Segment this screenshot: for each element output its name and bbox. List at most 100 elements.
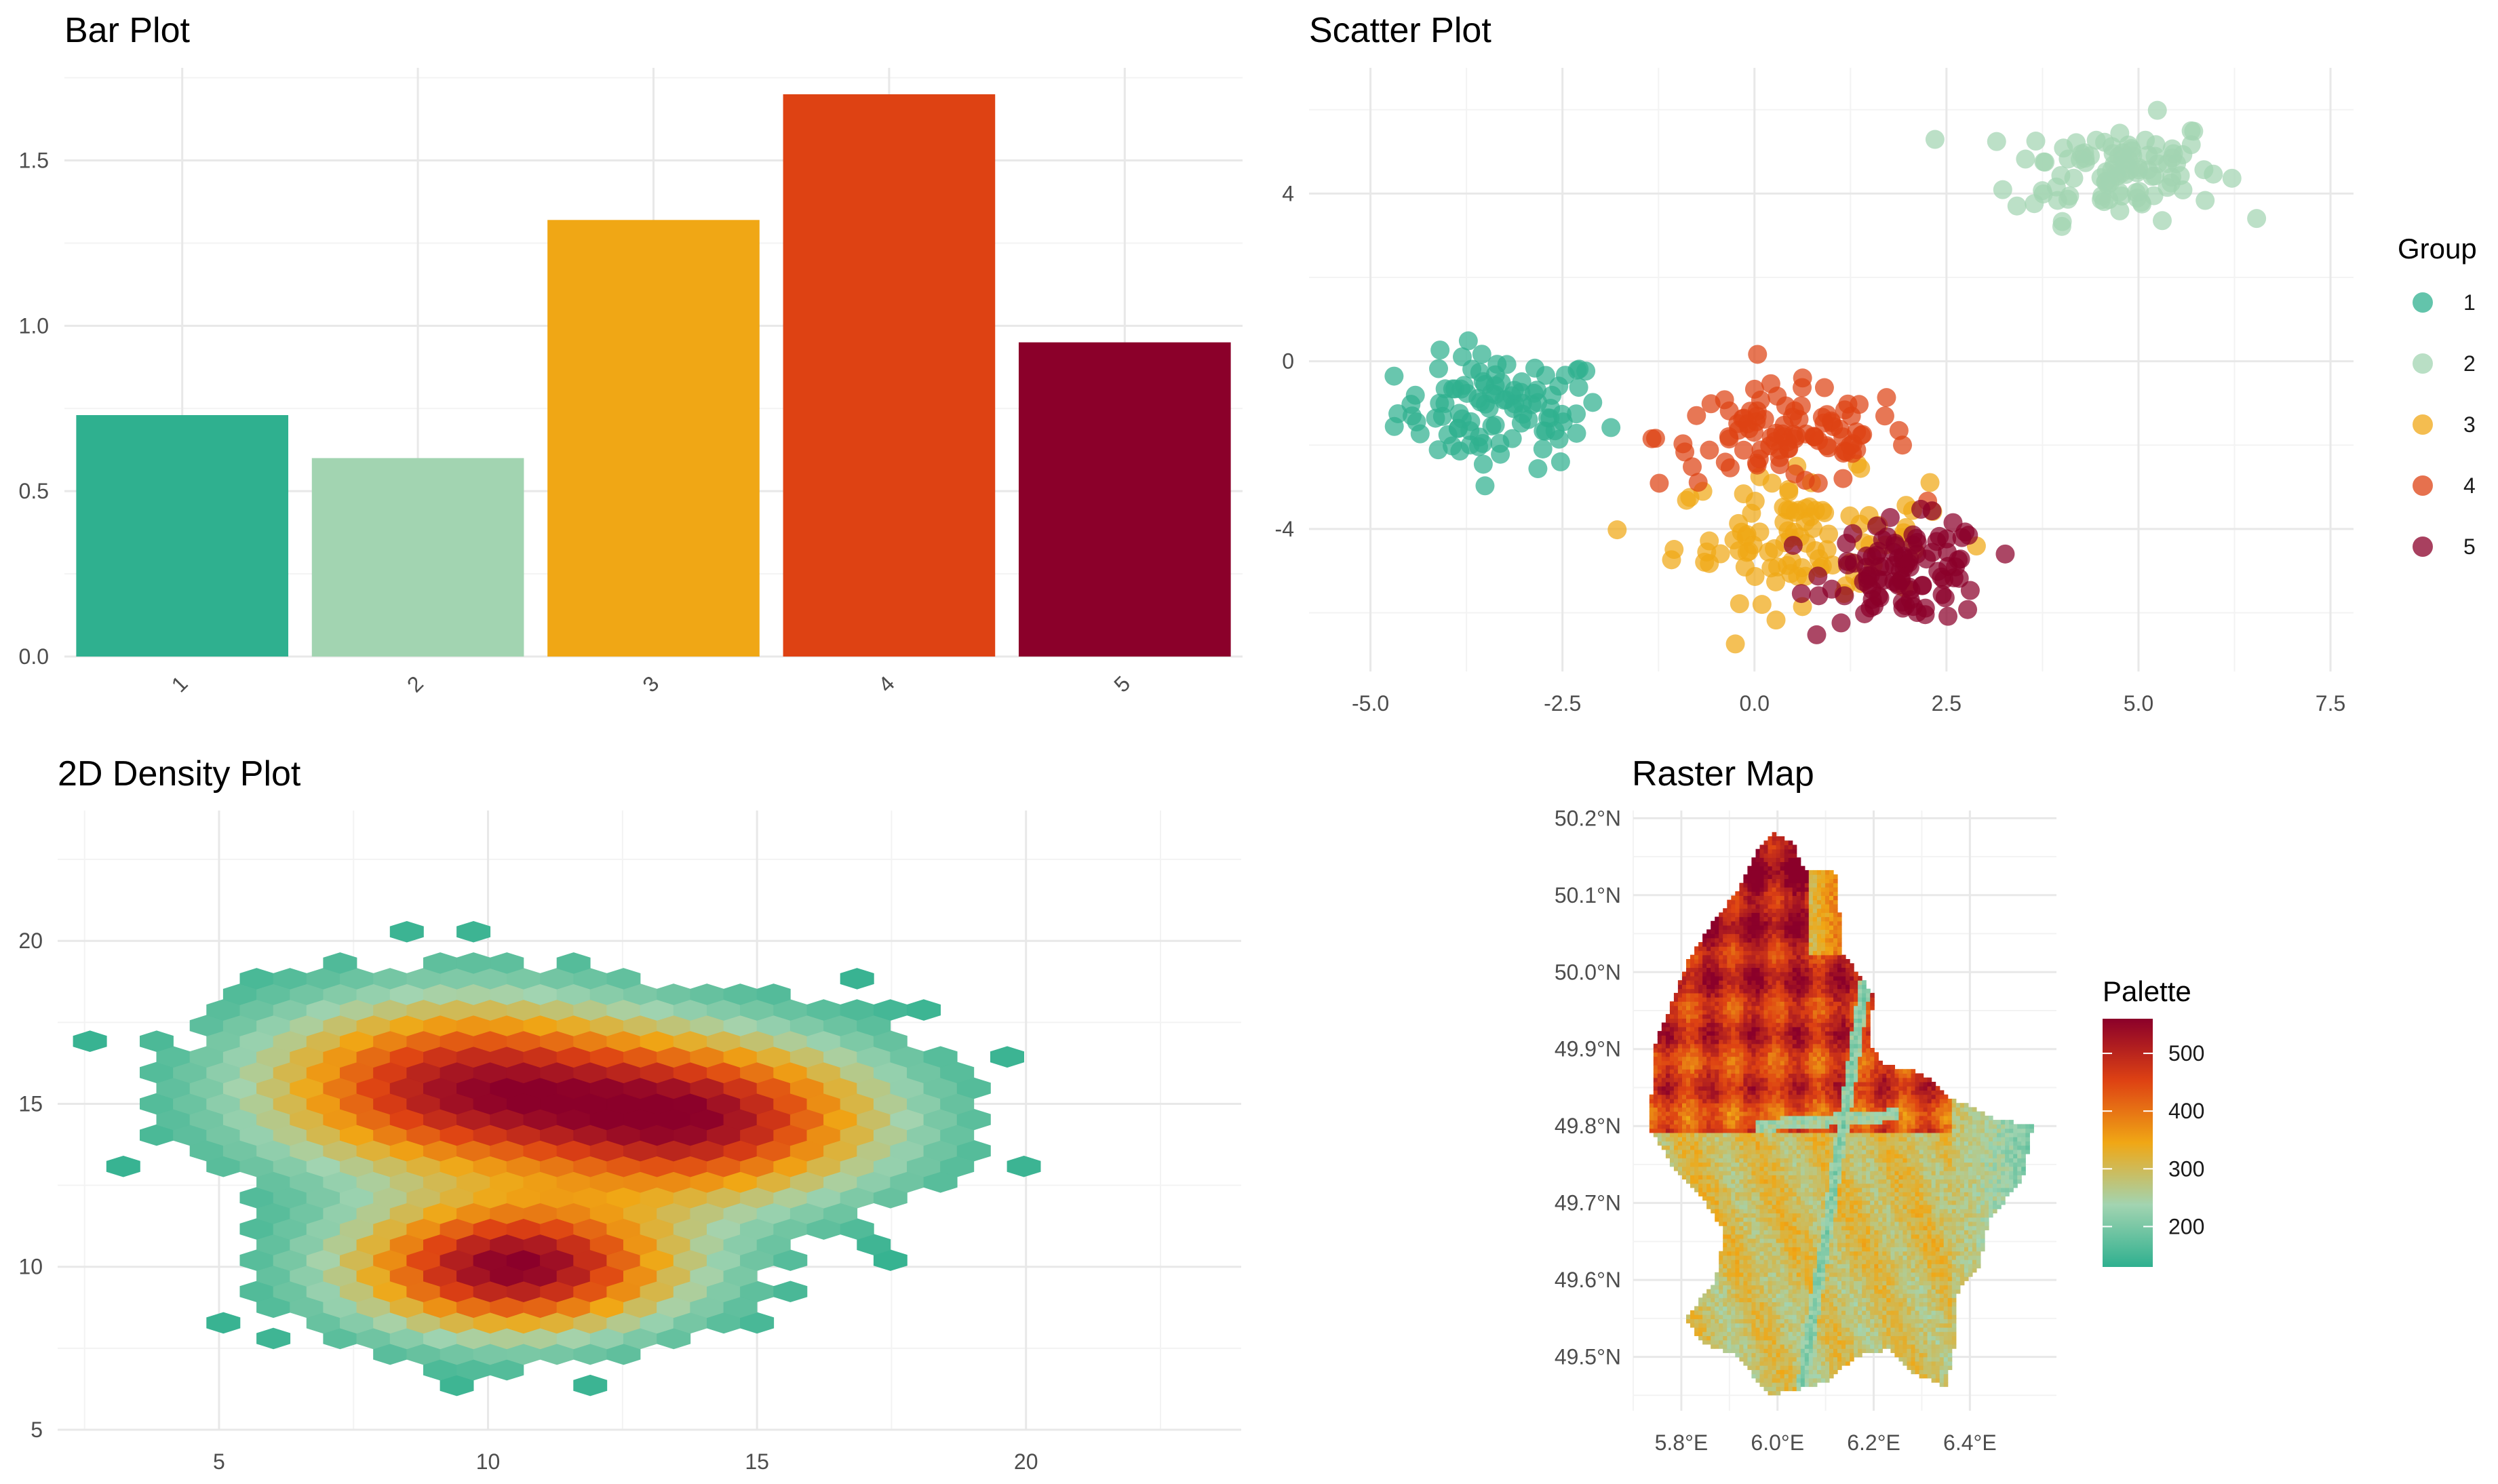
raster-cell xyxy=(1890,1260,1895,1264)
raster-cell xyxy=(1956,1251,1961,1256)
raster-cell xyxy=(1878,1285,1883,1290)
raster-cell xyxy=(1858,1251,1862,1256)
raster-cell xyxy=(1723,1251,1728,1256)
raster-cell xyxy=(1805,1289,1810,1294)
raster-cell xyxy=(1715,1188,1719,1192)
raster-cell xyxy=(1739,1272,1744,1277)
raster-cell xyxy=(1858,1314,1862,1319)
raster-cell xyxy=(1960,1209,1965,1213)
raster-cell xyxy=(1866,1268,1871,1273)
raster-cell xyxy=(1739,1247,1744,1251)
raster-cell xyxy=(1833,1352,1838,1357)
raster-cell xyxy=(2009,1158,2014,1163)
density-ytick-label: 10 xyxy=(18,1255,43,1279)
raster-cell xyxy=(1898,1154,1903,1158)
raster-cell xyxy=(1797,1209,1801,1213)
raster-cell xyxy=(1924,1306,1928,1311)
raster-cell xyxy=(1715,1158,1719,1163)
raster-cell xyxy=(1936,1289,1940,1294)
raster-cell xyxy=(1821,1331,1826,1336)
raster-cell xyxy=(1846,1209,1850,1213)
raster-cell xyxy=(1846,1289,1850,1294)
scatter-point-group-4 xyxy=(1675,442,1694,461)
raster-cell xyxy=(1789,1171,1793,1175)
raster-cell xyxy=(1784,1382,1789,1387)
raster-cell xyxy=(1690,1133,1695,1137)
raster-cell xyxy=(1924,1158,1928,1163)
raster-cell xyxy=(1817,1184,1822,1188)
raster-cell xyxy=(1907,1226,1912,1230)
raster-cell xyxy=(1894,1150,1899,1154)
raster-cell xyxy=(1690,1323,1695,1328)
raster-cell xyxy=(1776,1154,1781,1158)
raster-cell xyxy=(1731,1243,1736,1247)
raster-cell xyxy=(1940,1331,1945,1336)
raster-cell xyxy=(1980,1179,1985,1184)
raster-cell xyxy=(1850,1348,1854,1353)
raster-cell xyxy=(1789,1158,1793,1163)
raster-cell xyxy=(1944,1141,1949,1146)
raster-cell xyxy=(1764,1238,1769,1243)
raster-cell xyxy=(1768,1361,1773,1366)
raster-cell xyxy=(1706,1306,1711,1311)
raster-cell xyxy=(1735,1285,1740,1290)
raster-cell xyxy=(1817,1171,1822,1175)
raster-cell xyxy=(1924,1179,1928,1184)
raster-cell xyxy=(1772,1205,1777,1209)
raster-cell xyxy=(1886,1150,1891,1154)
raster-cell xyxy=(1924,1205,1928,1209)
raster-cell xyxy=(1735,1247,1740,1251)
raster-cell xyxy=(2017,1141,2022,1146)
raster-cell xyxy=(1764,1137,1769,1141)
raster-cell xyxy=(1911,1365,1916,1370)
raster-cell xyxy=(1841,1213,1846,1217)
raster-cell xyxy=(1711,1146,1715,1150)
raster-cell xyxy=(1751,1323,1756,1328)
raster-cell xyxy=(1809,1272,1814,1277)
raster-cell xyxy=(1731,1209,1736,1213)
raster-cell xyxy=(1690,1310,1695,1315)
raster-cell xyxy=(1898,1226,1903,1230)
raster-cell xyxy=(1833,1175,1838,1179)
raster-cell xyxy=(1850,1230,1854,1234)
raster-cell xyxy=(1764,1188,1769,1192)
raster-cell xyxy=(1764,1285,1769,1290)
raster-cell xyxy=(1829,1234,1834,1239)
raster-cell xyxy=(1862,1255,1867,1260)
raster-cell xyxy=(1751,1150,1756,1154)
raster-cell xyxy=(1760,1293,1765,1298)
raster-cell xyxy=(1964,1260,1969,1264)
raster-cell xyxy=(1747,1171,1752,1175)
raster-cell xyxy=(1715,1213,1719,1217)
raster-cell xyxy=(1898,1213,1903,1217)
raster-cell xyxy=(1924,1230,1928,1234)
raster-cell xyxy=(1825,1281,1830,1285)
raster-cell xyxy=(1760,1247,1765,1251)
raster-cell xyxy=(1715,1314,1719,1319)
raster-cell xyxy=(1760,1314,1765,1319)
raster-cell xyxy=(1874,1331,1879,1336)
raster-cell xyxy=(1780,1335,1785,1340)
raster-cell xyxy=(1813,1365,1818,1370)
raster-cell xyxy=(1739,1179,1744,1184)
raster-cell xyxy=(1776,1331,1781,1336)
raster-cell xyxy=(1932,1369,1936,1374)
raster-cell xyxy=(1817,1369,1822,1374)
raster-cell xyxy=(1723,1281,1728,1285)
raster-cell xyxy=(1711,1323,1715,1328)
raster-cell xyxy=(1727,1251,1732,1256)
raster-cell xyxy=(1911,1344,1916,1349)
raster-cell xyxy=(1837,1167,1842,1171)
raster-cell xyxy=(1890,1154,1895,1158)
raster-cell xyxy=(1928,1209,1932,1213)
raster-cell xyxy=(1833,1293,1838,1298)
raster-cell xyxy=(1760,1365,1765,1370)
raster-cell xyxy=(1829,1264,1834,1268)
raster-cell xyxy=(1793,1264,1797,1268)
raster-cell xyxy=(1789,1230,1793,1234)
scatter-point-group-3 xyxy=(1730,594,1749,613)
raster-cell xyxy=(1850,1268,1854,1273)
raster-cell xyxy=(1976,1196,1981,1200)
raster-cell xyxy=(1902,1238,1907,1243)
raster-cell xyxy=(1760,1302,1765,1307)
